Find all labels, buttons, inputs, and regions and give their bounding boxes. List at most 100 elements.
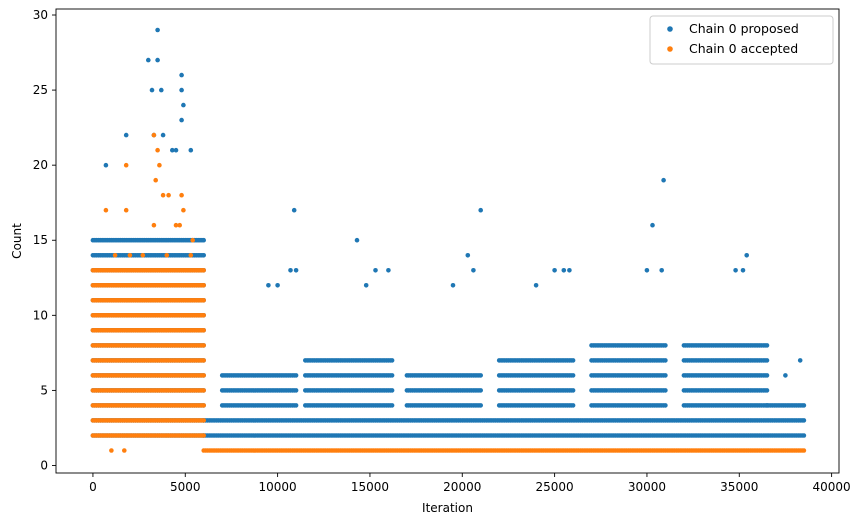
- data-point: [570, 388, 576, 393]
- data-point: [146, 57, 151, 63]
- x-tick-label: 35000: [720, 480, 758, 494]
- y-tick-label: 5: [40, 383, 48, 397]
- data-point: [663, 373, 668, 378]
- data-point: [478, 388, 484, 393]
- data-point: [201, 253, 206, 258]
- data-point: [801, 403, 807, 408]
- data-point: [140, 253, 146, 258]
- data-point: [160, 192, 166, 198]
- data-point: [740, 268, 746, 273]
- data-point: [181, 207, 186, 213]
- data-point: [293, 388, 299, 393]
- data-point: [201, 373, 206, 378]
- data-point: [478, 373, 484, 378]
- data-point: [201, 403, 206, 408]
- data-point: [389, 373, 395, 378]
- data-point: [570, 373, 576, 378]
- legend-marker-proposed: [667, 26, 673, 32]
- y-axis-ticks: 0 5 10 15 20 25 30: [33, 8, 56, 472]
- legend: Chain 0 proposed Chain 0 accepted: [649, 15, 834, 65]
- y-tick-label: 20: [33, 158, 48, 172]
- data-point: [764, 373, 770, 378]
- legend-marker-accepted: [667, 46, 673, 52]
- data-point: [663, 343, 668, 348]
- data-point: [103, 162, 109, 168]
- data-point: [801, 433, 807, 438]
- data-point: [201, 418, 206, 423]
- data-point: [659, 268, 664, 273]
- data-point: [389, 388, 395, 393]
- data-point: [764, 358, 770, 363]
- data-point: [478, 207, 484, 213]
- data-point: [389, 403, 395, 408]
- x-tick-label: 15000: [351, 480, 389, 494]
- data-point: [179, 117, 184, 123]
- legend-box: [649, 15, 834, 65]
- data-point: [354, 237, 360, 243]
- data-point: [450, 283, 456, 288]
- data-point: [201, 268, 206, 273]
- data-point: [570, 358, 576, 363]
- data-point: [663, 358, 668, 363]
- y-tick-label: 10: [33, 308, 48, 322]
- data-point: [801, 418, 807, 423]
- y-tick-label: 30: [33, 8, 48, 22]
- data-point: [123, 207, 129, 213]
- y-axis-label: Count: [10, 223, 24, 259]
- legend-label-proposed: Chain 0 proposed: [689, 21, 799, 36]
- data-point: [155, 27, 160, 33]
- data-point: [764, 343, 770, 348]
- data-point: [201, 313, 206, 318]
- x-tick-label: 20000: [443, 480, 481, 494]
- x-axis-label: Iteration: [422, 501, 473, 515]
- data-point: [561, 268, 567, 273]
- data-point: [179, 87, 184, 93]
- data-point: [201, 343, 206, 348]
- data-point: [733, 268, 738, 273]
- data-point: [663, 403, 668, 408]
- data-point: [123, 162, 129, 168]
- data-point: [373, 268, 378, 273]
- data-point: [157, 162, 162, 168]
- data-point: [179, 72, 184, 78]
- data-point: [275, 283, 280, 288]
- data-point: [533, 283, 539, 288]
- data-point: [155, 147, 160, 153]
- data-point: [744, 253, 749, 258]
- data-point: [103, 207, 109, 213]
- y-tick-label: 15: [33, 233, 48, 247]
- data-point: [201, 328, 206, 333]
- x-tick-label: 30000: [628, 480, 666, 494]
- x-tick-label: 25000: [536, 480, 574, 494]
- data-point: [570, 403, 576, 408]
- data-point: [127, 253, 133, 258]
- data-point: [291, 207, 297, 213]
- y-tick-label: 25: [33, 83, 48, 97]
- data-point: [188, 253, 194, 258]
- data-point: [797, 358, 803, 363]
- data-point: [783, 373, 788, 378]
- data-point: [179, 192, 184, 198]
- data-point: [122, 448, 127, 453]
- data-point: [188, 147, 194, 153]
- x-tick-label: 5000: [170, 480, 201, 494]
- data-point: [123, 132, 129, 138]
- data-point: [173, 147, 179, 153]
- data-point: [159, 87, 164, 93]
- x-axis-ticks: 0 5000 10000 15000 20000 25000 30000 35000 40000: [89, 473, 851, 494]
- x-tick-label: 40000: [813, 480, 851, 494]
- data-point: [149, 87, 155, 93]
- data-point: [552, 268, 557, 273]
- data-point: [465, 253, 471, 258]
- data-point: [181, 102, 186, 108]
- data-point: [177, 222, 182, 228]
- data-point: [801, 448, 807, 453]
- data-point: [201, 433, 206, 438]
- legend-label-accepted: Chain 0 accepted: [689, 41, 798, 56]
- series-accepted: [90, 132, 807, 453]
- data-point: [293, 403, 299, 408]
- data-point: [650, 222, 655, 228]
- data-point: [386, 268, 391, 273]
- data-point: [170, 147, 175, 153]
